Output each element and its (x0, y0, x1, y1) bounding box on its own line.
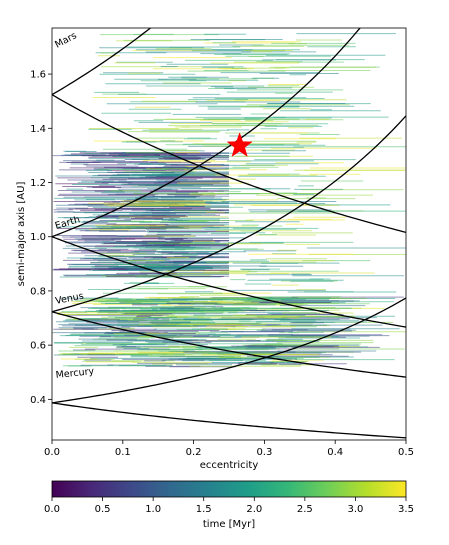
y-tick-label: 1.6 (30, 70, 46, 81)
x-tick-label: 0.1 (115, 447, 131, 458)
plot-frame (51, 27, 407, 441)
x-tick-label: 0.2 (186, 447, 202, 458)
x-tick-label: 0.0 (44, 447, 60, 458)
colorbar: 0.0 0.5 1.0 1.5 2.0 2.5 3.0 3.5 time [Myr] (44, 480, 414, 530)
scatter-points (52, 33, 406, 368)
curve-mars-peri (52, 28, 152, 96)
y-tick-label: 0.8 (30, 286, 46, 297)
curve-earth-peri (52, 28, 361, 238)
colorbar-ticks: 0.0 0.5 1.0 1.5 2.0 2.5 3.0 3.5 (44, 497, 414, 515)
colorbar-bar (51, 480, 407, 498)
curve-earth-apo (52, 236, 406, 328)
curve-label-venus: Venus (54, 291, 84, 307)
colorbar-tick-label: 2.5 (297, 504, 313, 515)
plot-background (52, 28, 406, 440)
colorbar-tick-label: 3.0 (347, 504, 363, 515)
y-tick-label: 0.6 (30, 341, 46, 352)
curve-mercury-peri (52, 297, 406, 404)
x-axis-label: eccentricity (200, 460, 259, 471)
curve-label-mercury: Mercury (55, 366, 95, 381)
y-tick-label: 1.4 (30, 124, 46, 135)
y-axis-ticks: 0.4 0.6 0.8 1.0 1.2 1.4 1.6 (30, 70, 52, 406)
planet-curves (52, 28, 406, 439)
colorbar-tick-label: 1.5 (196, 504, 212, 515)
colorbar-tick-label: 3.5 (398, 504, 414, 515)
curve-mercury-apo (52, 402, 406, 439)
x-axis-ticks: 0.0 0.1 0.2 0.3 0.4 0.5 (44, 440, 414, 458)
curve-venus-peri (52, 115, 406, 313)
y-tick-label: 1.2 (30, 178, 46, 189)
x-tick-label: 0.5 (398, 447, 414, 458)
y-tick-label: 1.0 (30, 232, 46, 243)
colorbar-tick-label: 0.0 (44, 504, 60, 515)
colorbar-tick-label: 0.5 (95, 504, 111, 515)
x-tick-label: 0.4 (327, 447, 343, 458)
curve-venus-apo (52, 311, 406, 378)
colorbar-label: time [Myr] (203, 519, 255, 530)
colorbar-tick-label: 2.0 (246, 504, 262, 515)
y-axis-label: semi-major axis [AU] (16, 182, 27, 287)
star-marker-layer (226, 132, 253, 158)
y-tick-label: 0.4 (30, 395, 46, 406)
x-tick-label: 0.3 (256, 447, 272, 458)
curve-mars-apo (52, 94, 406, 233)
colorbar-tick-label: 1.0 (145, 504, 161, 515)
star-marker (226, 132, 253, 158)
plot-area: Mars Earth Venus Mercury (51, 27, 407, 441)
